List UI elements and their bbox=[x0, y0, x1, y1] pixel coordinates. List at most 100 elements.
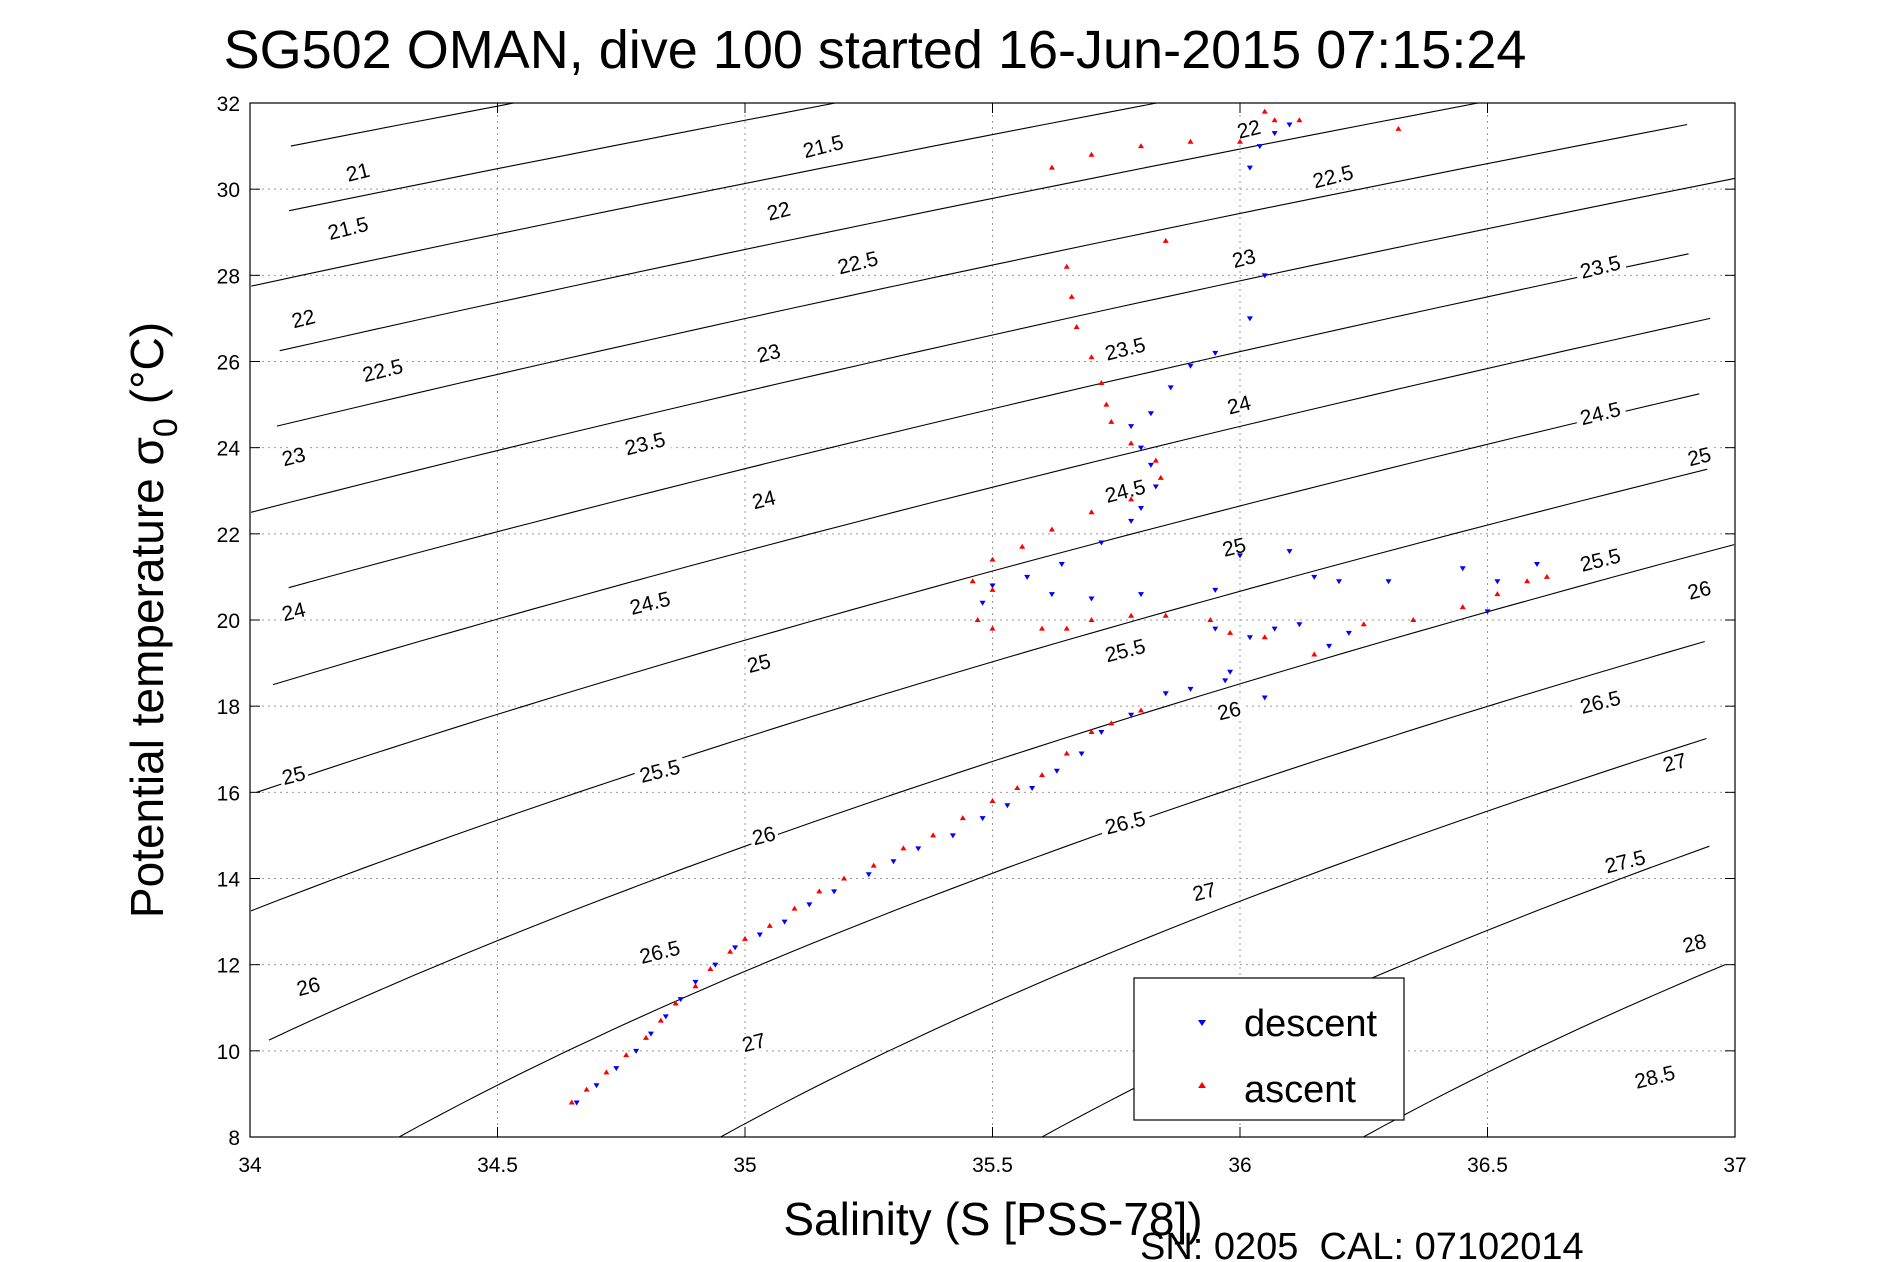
contour-label: 24 bbox=[750, 486, 779, 514]
descent-point bbox=[1058, 561, 1065, 567]
contour-line-24-5 bbox=[288, 253, 1689, 589]
ascent-point bbox=[1014, 785, 1021, 791]
descent-point bbox=[1271, 131, 1278, 137]
contour-line-24 bbox=[250, 177, 1735, 513]
contour-label-group: 23 bbox=[1227, 245, 1260, 273]
descent-point bbox=[1029, 786, 1036, 792]
data-points bbox=[568, 108, 1550, 1106]
ascent-point bbox=[1088, 509, 1095, 515]
contour-label: 22 bbox=[765, 198, 793, 226]
ascent-point bbox=[1311, 651, 1318, 657]
ascent-point bbox=[1128, 496, 1135, 502]
legend-box bbox=[1133, 977, 1405, 1121]
contour-label-group: 25.5 bbox=[633, 755, 687, 788]
y-axis-label: Potential temperature σ0 (°C) bbox=[121, 322, 185, 918]
contour-label-bg bbox=[831, 247, 885, 279]
contour-label: 21.5 bbox=[801, 131, 846, 163]
ascent-point bbox=[1360, 621, 1367, 627]
ascent-point bbox=[870, 862, 877, 868]
ascent-point bbox=[1103, 401, 1110, 407]
contour-label: 22.5 bbox=[835, 247, 880, 279]
contour-label: 22 bbox=[1235, 116, 1263, 144]
ascent-point bbox=[1108, 720, 1115, 726]
contour-label-group: 24.5 bbox=[1573, 397, 1628, 430]
descent-point bbox=[1053, 768, 1060, 774]
y-tick-label: 14 bbox=[217, 869, 241, 892]
contour-line-26-5 bbox=[268, 544, 1735, 1041]
descent-point bbox=[1212, 587, 1219, 593]
ascent-point bbox=[989, 797, 996, 803]
ascent-point bbox=[1138, 143, 1144, 149]
y-tick-label: 10 bbox=[217, 1041, 240, 1064]
ascent-point bbox=[1296, 117, 1303, 123]
descent-point bbox=[1212, 626, 1219, 632]
contour-label-group: 25.5 bbox=[1098, 634, 1152, 667]
descent-point bbox=[732, 945, 739, 951]
y-tick-label: 32 bbox=[217, 93, 240, 116]
x-tick-labels: 34 34.5 35 35.5 36 36.5 37 bbox=[238, 103, 1747, 1177]
contour-label-group: 22 bbox=[762, 198, 795, 226]
ascent-point bbox=[1524, 578, 1531, 584]
y-tick-label: 28 bbox=[217, 265, 240, 288]
contour-label: 27 bbox=[740, 1029, 768, 1057]
descent-point bbox=[1138, 445, 1144, 451]
contour-label: 26.5 bbox=[1103, 807, 1148, 839]
contour-label-bg bbox=[1678, 930, 1711, 957]
descent-point bbox=[979, 816, 986, 822]
ascent-point bbox=[969, 578, 976, 584]
contour-label-bg bbox=[1223, 391, 1256, 419]
contour-labels: 21 21.5 22 22.5 23 24 25 26 21.5 22 22.5 23 23.5 24 24… bbox=[277, 116, 1716, 1094]
ascent-point bbox=[1237, 138, 1243, 144]
contour-line-21-5 bbox=[290, 102, 514, 147]
contour-line-23-5 bbox=[276, 123, 1688, 427]
contour-label-group: 23 bbox=[277, 443, 310, 471]
contour-line-27-5 bbox=[720, 737, 1707, 1138]
contour-label-group: 25 bbox=[277, 762, 310, 790]
descent-point bbox=[1147, 411, 1154, 417]
descent-point bbox=[1345, 630, 1352, 636]
descent-point bbox=[1024, 574, 1031, 580]
contour-label-group: 25 bbox=[742, 650, 775, 678]
contour-label: 22.5 bbox=[360, 355, 405, 387]
contour-line-26 bbox=[250, 468, 1708, 912]
ascent-point bbox=[1088, 354, 1095, 360]
ascent-point bbox=[672, 1000, 679, 1006]
y-axis-label-unit: (°C) bbox=[121, 322, 173, 404]
contour-label: 24.5 bbox=[1578, 398, 1623, 430]
contour-label: 25.5 bbox=[637, 756, 682, 788]
contour-label: 23 bbox=[280, 443, 308, 471]
y-tick-labels: 8 10 12 14 16 18 20 22 24 26 28 30 32 bbox=[217, 93, 1735, 1150]
x-tick-label: 37 bbox=[1723, 1154, 1746, 1177]
ascent-point bbox=[1128, 440, 1135, 446]
ascent-point bbox=[1261, 108, 1268, 114]
legend-label-descent: descent bbox=[1244, 1003, 1378, 1045]
contour-label-bg bbox=[341, 159, 374, 186]
contour-label: 25 bbox=[1685, 443, 1713, 471]
descent-point bbox=[1484, 609, 1491, 615]
ascent-point bbox=[657, 1017, 664, 1023]
contour-label: 24.5 bbox=[1103, 476, 1148, 508]
contour-label-group: 21.5 bbox=[796, 130, 850, 163]
y-tick-label: 24 bbox=[217, 438, 241, 461]
contour-label-bg bbox=[747, 486, 780, 513]
descent-point bbox=[806, 902, 813, 908]
descent-point bbox=[915, 846, 922, 852]
chart-title: SG502 OMAN, dive 100 started 16-Jun-2015… bbox=[224, 20, 1527, 80]
contour-label-bg bbox=[1227, 245, 1260, 272]
contour-label: 23.5 bbox=[1103, 333, 1148, 365]
descent-point bbox=[1256, 144, 1263, 150]
contour-label-group: 24 bbox=[1223, 391, 1256, 419]
contour-label-bg bbox=[742, 650, 775, 677]
contour-label: 24 bbox=[280, 598, 309, 626]
contour-label-bg bbox=[321, 212, 375, 245]
ascent-point bbox=[989, 625, 996, 631]
y-tick-label: 30 bbox=[217, 179, 240, 202]
contour-label-group: 27.5 bbox=[1598, 845, 1652, 878]
x-tick-label: 34 bbox=[238, 1154, 262, 1177]
ascent-point bbox=[1261, 634, 1268, 640]
x-tick-label: 36 bbox=[1228, 1154, 1251, 1177]
descent-point bbox=[1336, 579, 1342, 585]
contour-label-bg bbox=[1598, 845, 1652, 878]
contour-label: 28.5 bbox=[1632, 1062, 1677, 1094]
ascent-point bbox=[1039, 625, 1045, 631]
